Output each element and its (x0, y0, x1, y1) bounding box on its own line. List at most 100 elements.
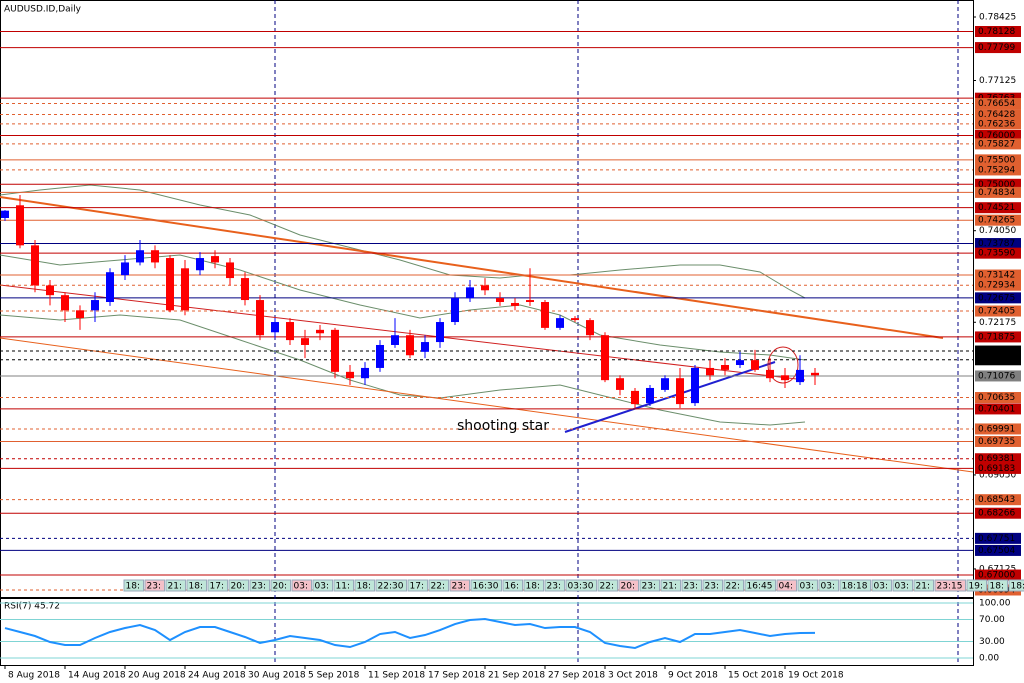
candle-body (706, 367, 714, 376)
level-box (975, 370, 1021, 382)
candle-body (31, 245, 39, 286)
time-label-box (1008, 579, 1024, 592)
candle-body (16, 205, 24, 246)
level-label: 0.67504 (978, 546, 1015, 556)
y-tick-label: 0.78425 (979, 12, 1016, 22)
time-label: 23: (452, 582, 466, 592)
time-label-box (123, 579, 144, 592)
time-label-box (934, 579, 966, 592)
level-box (975, 453, 1021, 465)
level-box (975, 202, 1021, 214)
time-label: 03: (294, 582, 308, 592)
candle-body (256, 300, 264, 336)
candle-body (661, 378, 669, 390)
candle-body (601, 335, 609, 381)
time-label: 22: (431, 582, 445, 592)
level-box (975, 354, 1021, 366)
x-tick-label: 14 Aug 2018 (68, 671, 126, 681)
level-label: 0.75827 (978, 139, 1015, 149)
time-label-box (354, 579, 375, 592)
candle-body (751, 360, 759, 370)
level-label: 0.73787 (978, 239, 1015, 249)
candle-body (346, 371, 354, 379)
level-box (975, 178, 1021, 190)
y-tick-label: 70.00 (979, 615, 1005, 625)
time-label-box (797, 579, 818, 592)
candles (1, 195, 819, 408)
time-label: 18: (990, 582, 1004, 592)
x-tick-label: 3 Oct 2018 (608, 671, 658, 681)
time-label: 11: (336, 582, 350, 592)
level-box (975, 118, 1021, 130)
x-tick-label: 30 Aug 2018 (248, 671, 306, 681)
time-label: 18: (189, 582, 203, 592)
candle-body (496, 298, 504, 303)
level-label: 0.76428 (978, 110, 1015, 120)
trend-line (0, 284, 806, 381)
level-label: 0.67000 (978, 571, 1015, 581)
time-label: 23: (705, 582, 719, 592)
level-box (975, 494, 1021, 506)
band-lower (0, 314, 806, 426)
candle-body (316, 329, 324, 334)
candle-body (766, 369, 774, 379)
level-box (975, 164, 1021, 176)
time-label: 18: (126, 582, 140, 592)
candle-body (226, 262, 234, 279)
level-box (975, 109, 1021, 121)
candle-body (436, 322, 444, 343)
level-label: 0.70401 (978, 404, 1015, 414)
time-label: 16:30 (473, 582, 499, 592)
time-label-box (744, 579, 776, 592)
candle-body (721, 365, 729, 370)
time-label-box (818, 579, 839, 592)
level-box (975, 154, 1021, 166)
time-label-box (312, 579, 333, 592)
time-label-box (681, 579, 702, 592)
time-label-box (776, 579, 797, 592)
time-label-box (565, 579, 597, 592)
x-tick-label: 8 Aug 2018 (8, 671, 60, 681)
time-label: 20: (621, 582, 635, 592)
level-box (975, 26, 1021, 38)
x-tick-label: 15 Oct 2018 (728, 671, 784, 681)
rsi-title: RSI(7) 45.72 (4, 602, 60, 612)
candle-body (556, 318, 564, 328)
time-label: 03: (315, 582, 329, 592)
level-box (975, 569, 1021, 581)
time-label: 18: (1011, 582, 1024, 592)
candle-body (586, 320, 594, 336)
level-label: 0.77799 (978, 43, 1015, 53)
time-label: 16:45 (747, 582, 773, 592)
candle-body (121, 262, 129, 276)
candle-body (46, 285, 54, 296)
time-label: 19: (969, 582, 983, 592)
level-label: 0.68266 (978, 509, 1015, 519)
time-label-box (892, 579, 913, 592)
candle-body (631, 390, 639, 405)
time-label: 22: (600, 582, 614, 592)
candle-body (571, 318, 579, 321)
y-tick-label: 0.74050 (979, 226, 1016, 236)
level-label: 0.68543 (978, 495, 1015, 505)
level-label: 0.76654 (978, 99, 1015, 109)
time-label: 23: (252, 582, 266, 592)
time-label: 16: (505, 582, 519, 592)
level-label: 0.67751 (978, 534, 1015, 544)
level-label: 0.72934 (978, 281, 1015, 291)
time-label-box (249, 579, 270, 592)
level-label: 0.76000 (978, 131, 1015, 141)
time-label-box (502, 579, 523, 592)
candle-body (646, 387, 654, 404)
candle-body (781, 375, 789, 381)
level-box (975, 42, 1021, 54)
time-label-box (144, 579, 165, 592)
level-box (975, 331, 1021, 343)
highlight-circle (767, 346, 799, 384)
candle-body (541, 302, 549, 328)
time-label: 22:30 (378, 582, 404, 592)
shooting-star-arrow (564, 361, 776, 433)
level-box (975, 247, 1021, 259)
level-box (975, 403, 1021, 415)
